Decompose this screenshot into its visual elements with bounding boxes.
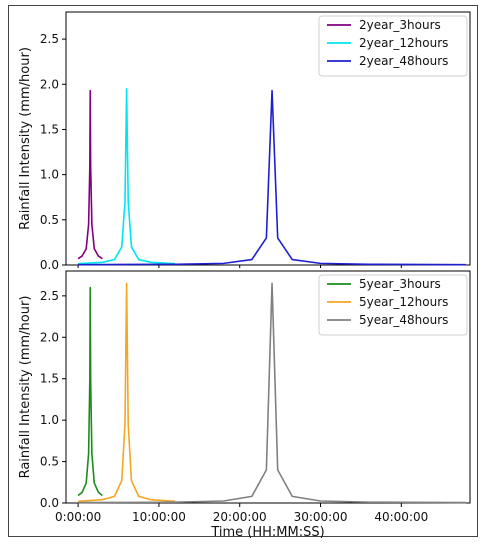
- chart-figure: 0.0 0.5 1.0 1.5 2.0 2.5 Rainfall Intensity (mm…: [18, 11, 471, 538]
- y-tick-label: 0.0: [40, 258, 59, 272]
- y-tick-label: 2.0: [40, 77, 59, 91]
- figure-frame: 0.0 0.5 1.0 1.5 2.0 2.5 Rainfall Intensity (mm…: [8, 5, 478, 538]
- legend-label-5year_12hours: 5year_12hours: [359, 295, 448, 309]
- legend-box: [318, 274, 468, 336]
- chart-panel-2: 0.0 0.5 1.0 1.5 2.0 2.5 0:00:00 10:00:00 20:00:0…: [18, 270, 471, 538]
- x-axis-label: Time (HH:MM:SS): [210, 525, 324, 538]
- series-line-5year_3hours: [77, 286, 103, 497]
- legend-label-5year_48hours: 5year_48hours: [359, 313, 448, 327]
- y-tick-label: 2.5: [40, 32, 59, 46]
- plot-area-border: [65, 270, 471, 504]
- y-tick-label: 2.0: [40, 330, 59, 344]
- x-tick-label: 0:00:00: [55, 510, 101, 524]
- y-tick-label: 1.0: [40, 168, 59, 182]
- x-tick-label: 10:00:00: [132, 510, 186, 524]
- plot-area-border: [65, 11, 471, 266]
- chart-panel-1: 0.0 0.5 1.0 1.5 2.0 2.5 Rainfall Intensity (mm…: [18, 11, 471, 272]
- y-tick-label: 0.5: [40, 455, 59, 469]
- legend-label-2year_48hours: 2year_48hours: [359, 54, 448, 68]
- legend-label-5year_3hours: 5year_3hours: [359, 277, 441, 291]
- y-tick-label: 0.5: [40, 213, 59, 227]
- legend-box: [318, 15, 468, 77]
- y-axis-label: Rainfall Intensity (mm/hour): [18, 296, 33, 479]
- legend-label-2year_12hours: 2year_12hours: [359, 36, 448, 50]
- series-line-2year_12hours: [78, 88, 176, 265]
- series-line-2year_3hours: [77, 89, 103, 260]
- legend-label-2year_3hours: 2year_3hours: [359, 18, 441, 32]
- y-tick-label: 2.5: [40, 289, 59, 303]
- series-line-5year_12hours: [78, 282, 176, 503]
- y-tick-label: 1.5: [40, 122, 59, 136]
- y-tick-label: 0.0: [40, 496, 59, 510]
- series-line-2year_48hours: [78, 89, 466, 266]
- x-tick-label: 40:00:00: [374, 510, 428, 524]
- x-tick-label: 20:00:00: [213, 510, 267, 524]
- x-tick-label: 30:00:00: [294, 510, 348, 524]
- y-tick-label: 1.0: [40, 413, 59, 427]
- y-tick-label: 1.5: [40, 372, 59, 386]
- y-axis-label: Rainfall Intensity (mm/hour): [18, 47, 33, 230]
- series-line-5year_48hours: [78, 282, 466, 504]
